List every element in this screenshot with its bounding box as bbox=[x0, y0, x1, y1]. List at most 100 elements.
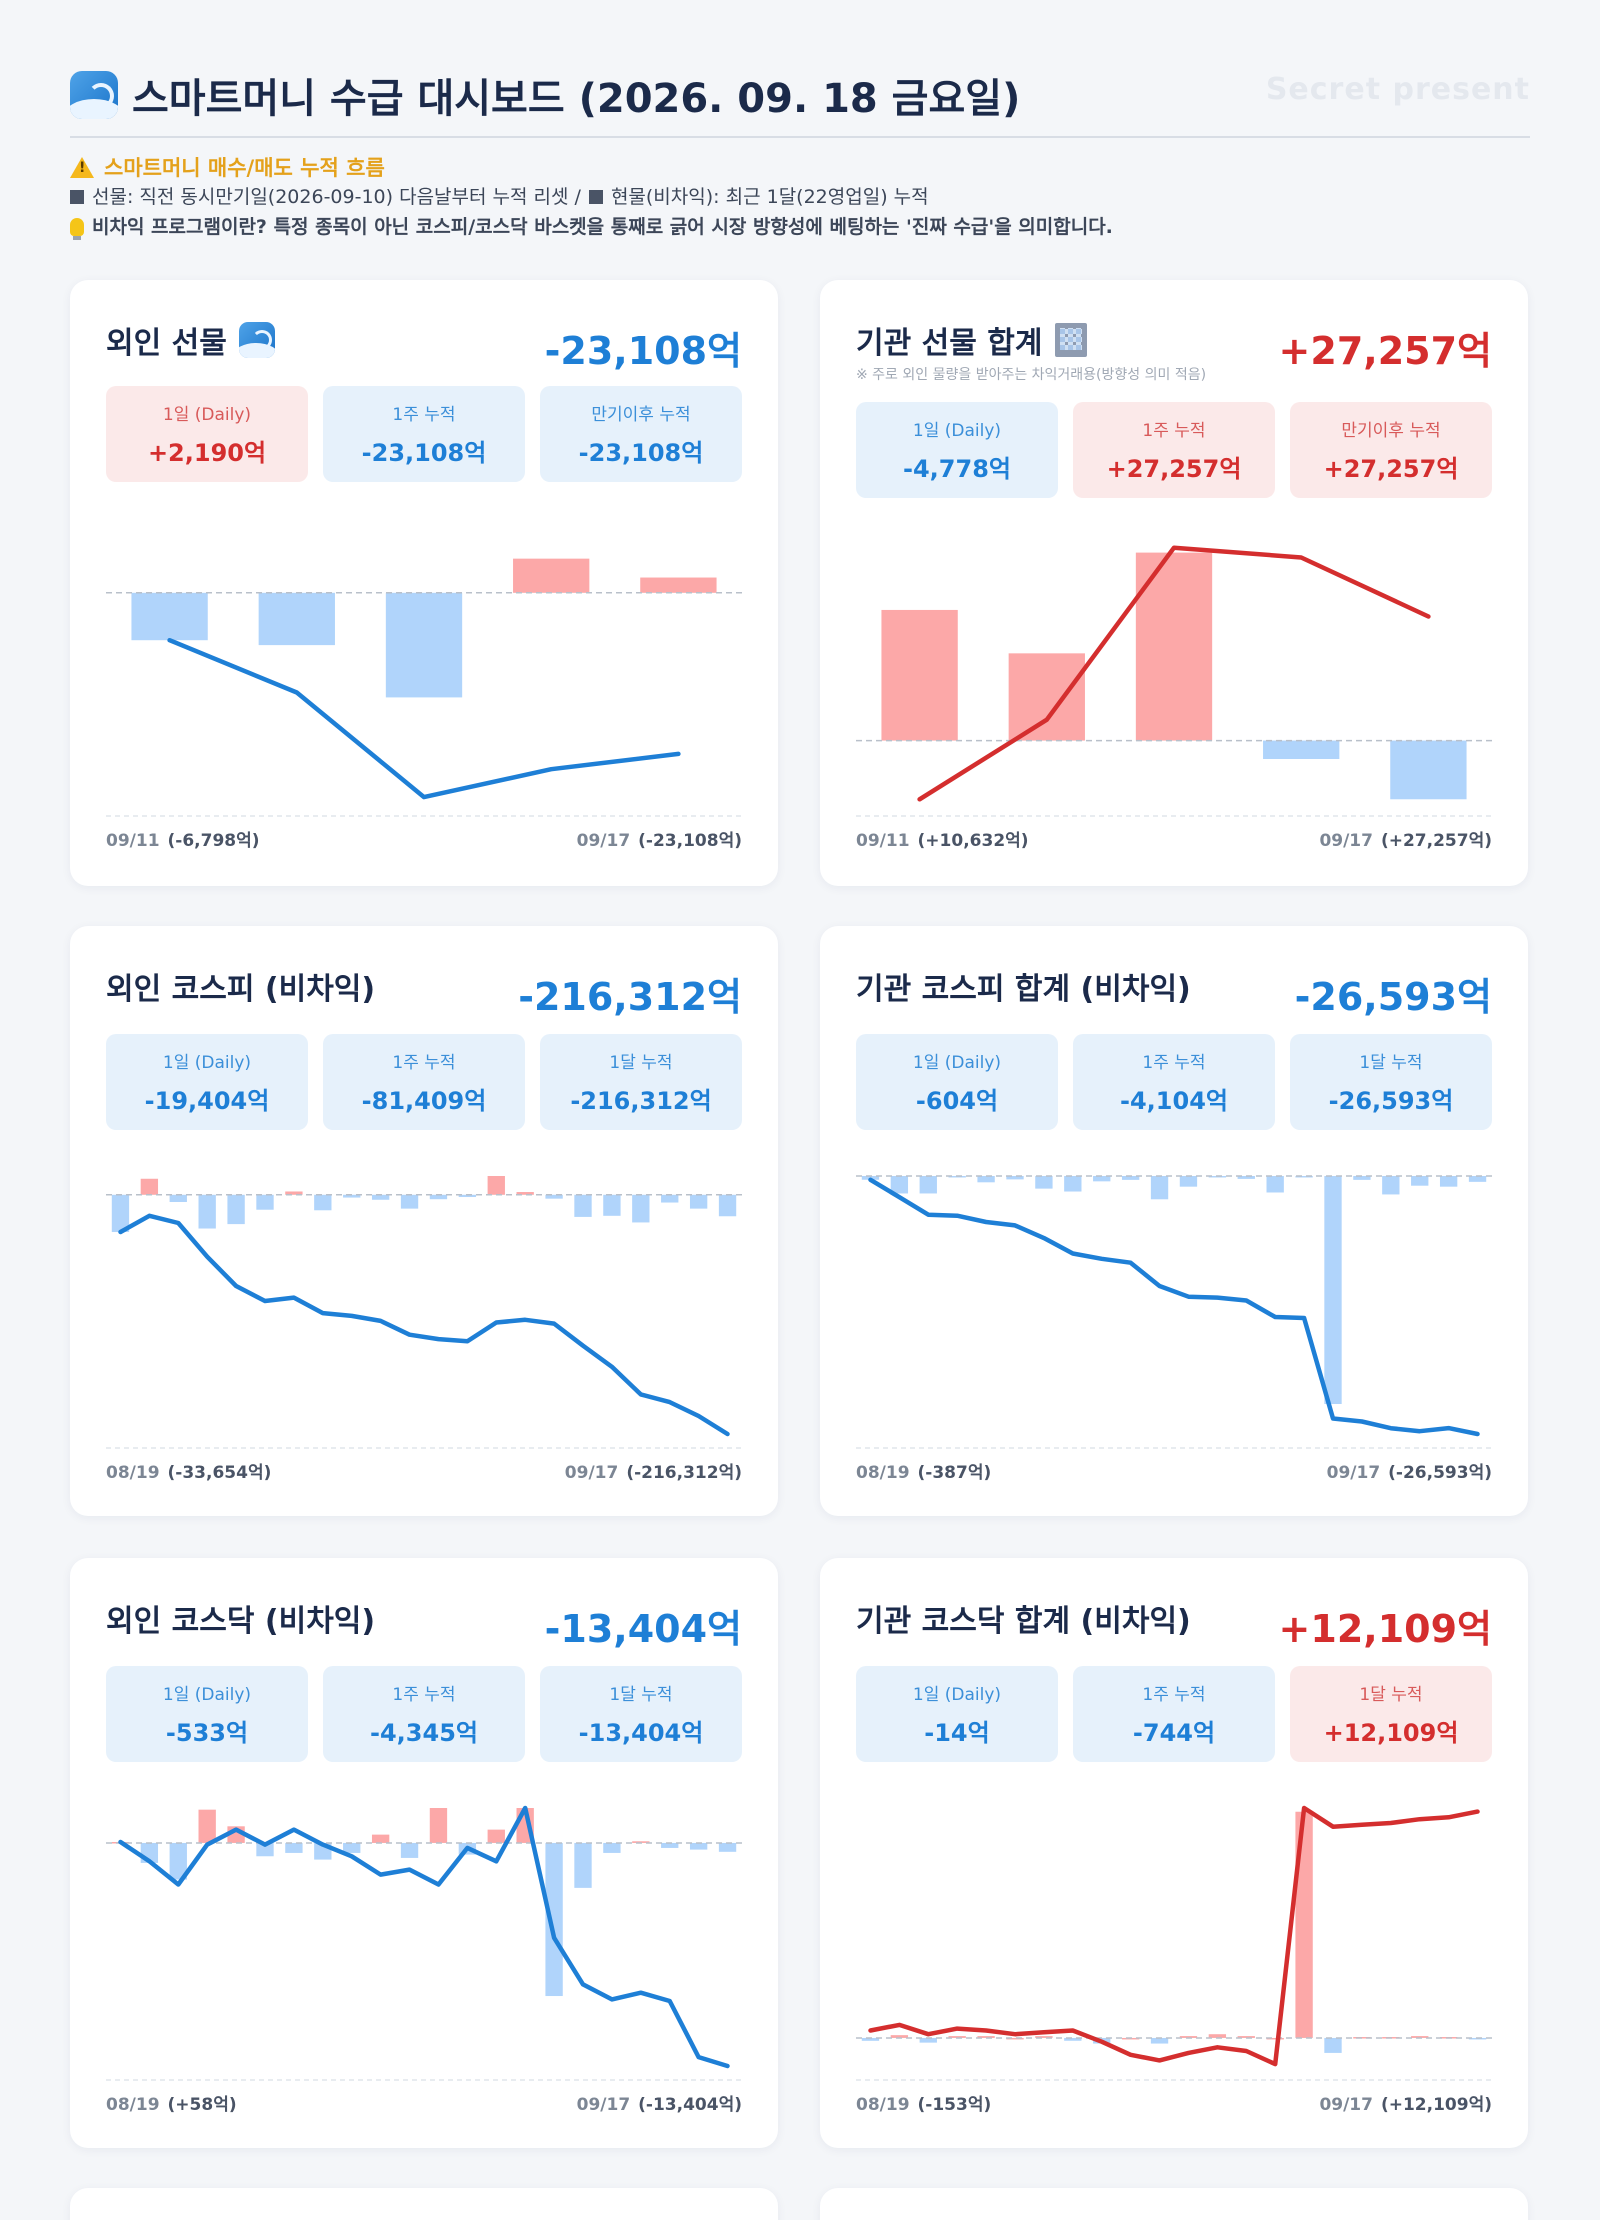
chart-footer: 09/11 (-6,798억) 09/17 (-23,108억) bbox=[106, 826, 742, 851]
chart-bar bbox=[1468, 1176, 1487, 1182]
chart-bar bbox=[513, 558, 590, 593]
card-institution-kosdaq: 기관 코스닥 합계 (비차익) +12,109억 1일 (Daily) -14억 … bbox=[820, 1558, 1528, 2148]
chart-bar bbox=[1411, 1176, 1429, 1186]
start-label: 08/19 (-153억) bbox=[856, 2090, 991, 2115]
chart-bar bbox=[1008, 653, 1085, 741]
stat-value: -216,312억 bbox=[570, 1087, 712, 1115]
stat-boxes: 1일 (Daily) -4,778억 1주 누적 +27,257억 만기이후 누적 +… bbox=[856, 402, 1492, 498]
flow-chart bbox=[106, 1160, 742, 1450]
flow-chart-svg bbox=[856, 545, 1492, 817]
chart-bar bbox=[1035, 2036, 1053, 2038]
stat-box-weekly: 1주 누적 -81,409억 bbox=[323, 1034, 525, 1130]
stat-label: 1달 누적 bbox=[1359, 1685, 1423, 1705]
stat-value: -4,345억 bbox=[370, 1719, 478, 1747]
chart-bar bbox=[861, 2037, 880, 2041]
end-date: 09/17 bbox=[1319, 2095, 1373, 2115]
start-value: (+58억) bbox=[167, 2095, 237, 2115]
card-next-right bbox=[820, 2188, 1528, 2220]
card-value: -216,312억 bbox=[518, 975, 742, 1019]
chart-bar bbox=[632, 1841, 650, 1843]
flow-chart-svg bbox=[856, 1805, 1492, 2081]
stat-box-daily: 1일 (Daily) -533억 bbox=[106, 1666, 308, 1762]
chart-bar bbox=[640, 577, 717, 593]
warning-text: 스마트머니 매수/매도 누적 흐름 bbox=[104, 156, 385, 180]
chart-footer: 08/19 (-387억) 09/17 (-26,593억) bbox=[856, 1458, 1492, 1483]
end-date: 09/17 bbox=[564, 1463, 619, 1483]
chart-bar bbox=[400, 1842, 419, 1858]
chart-bar bbox=[131, 592, 208, 641]
chart-bar bbox=[1237, 1176, 1255, 1179]
chart-bar bbox=[458, 1194, 477, 1198]
chart-bar bbox=[227, 1194, 245, 1225]
chart-bar bbox=[1295, 1811, 1313, 2038]
stat-box-weekly: 1주 누적 -4,345억 bbox=[323, 1666, 525, 1762]
card-title: 기관 코스피 합계 (비차익) bbox=[856, 964, 1191, 1008]
start-label: 09/11 (+10,632억) bbox=[856, 826, 1029, 851]
start-date: 08/19 bbox=[106, 1463, 160, 1483]
stat-box-weekly: 1주 누적 -4,104억 bbox=[1073, 1034, 1275, 1130]
flow-chart-svg bbox=[106, 558, 742, 817]
stat-box-monthly: 1달 누적 +12,109억 bbox=[1290, 1666, 1492, 1762]
chart-bar bbox=[1150, 2037, 1169, 2044]
chart-bar bbox=[1150, 1176, 1169, 1200]
end-label: 09/17 (-216,312억) bbox=[565, 1458, 742, 1483]
card-subtitle: ※ 주로 외인 물량을 받아주는 차익거래용(방향성 의미 적음) bbox=[856, 367, 1207, 383]
stat-label: 1주 누적 bbox=[392, 405, 456, 425]
stat-value: -23,108억 bbox=[361, 439, 487, 467]
water-wave-icon bbox=[70, 71, 118, 119]
stat-value: -604억 bbox=[915, 1087, 999, 1115]
stat-value: -81,409억 bbox=[361, 1087, 487, 1115]
chart-footer: 09/11 (+10,632억) 09/17 (+27,257억) bbox=[856, 826, 1492, 851]
stat-label: 만기이후 누적 bbox=[1341, 421, 1441, 441]
stat-box-daily: 1일 (Daily) -14억 bbox=[856, 1666, 1058, 1762]
chart-cumulative-line bbox=[868, 1805, 1480, 2067]
chart-bar bbox=[1006, 1176, 1024, 1180]
stat-value: -4,778억 bbox=[903, 455, 1011, 483]
chart-bar bbox=[314, 1194, 332, 1211]
stat-value: -533억 bbox=[165, 1719, 249, 1747]
chart-bar bbox=[1064, 2037, 1082, 2041]
flow-chart bbox=[106, 1792, 742, 2082]
chart-bar bbox=[1324, 2037, 1342, 2053]
card-value: -26,593억 bbox=[1294, 975, 1492, 1019]
chart-bar bbox=[429, 1808, 448, 1843]
stat-box-daily: 1일 (Daily) -604억 bbox=[856, 1034, 1058, 1130]
stat-boxes: 1일 (Daily) -19,404억 1주 누적 -81,409억 1달 누적 -2… bbox=[106, 1034, 742, 1130]
stat-value: +27,257억 bbox=[1106, 455, 1242, 483]
chart-footer: 08/19 (+58억) 09/17 (-13,404억) bbox=[106, 2090, 742, 2115]
stat-value: +27,257억 bbox=[1323, 455, 1459, 483]
stat-box-weekly: 1주 누적 +27,257억 bbox=[1073, 402, 1275, 498]
start-label: 08/19 (-387억) bbox=[856, 1458, 991, 1483]
flow-chart-svg bbox=[106, 1805, 742, 2081]
warning-icon bbox=[70, 156, 94, 178]
chart-bar bbox=[371, 1194, 390, 1200]
stat-label: 1달 누적 bbox=[609, 1685, 673, 1705]
stat-label: 1일 (Daily) bbox=[162, 405, 252, 425]
chart-bar bbox=[343, 1194, 361, 1198]
chart-bar bbox=[574, 1194, 592, 1217]
lightbulb-icon bbox=[70, 218, 84, 240]
card-title-text: 기관 코스닥 합계 (비차익) bbox=[856, 1604, 1191, 1639]
office-building-icon bbox=[1054, 323, 1087, 357]
start-value: (-153억) bbox=[917, 2095, 992, 2115]
stat-label: 1일 (Daily) bbox=[912, 421, 1002, 441]
chart-bar bbox=[1121, 2037, 1140, 2040]
stat-value: -26,593억 bbox=[1328, 1087, 1454, 1115]
end-label: 09/17 (-13,404억) bbox=[577, 2090, 742, 2115]
flow-chart-svg bbox=[106, 1176, 742, 1449]
end-label: 09/17 (-26,593억) bbox=[1327, 1458, 1492, 1483]
chart-bar bbox=[919, 2037, 937, 2043]
stat-boxes: 1일 (Daily) -533억 1주 누적 -4,345억 1달 누적 -13,40… bbox=[106, 1666, 742, 1762]
page-title: 스마트머니 수급 대시보드 (2026. 09. 18 금요일) bbox=[70, 66, 1020, 124]
chart-bar bbox=[890, 2035, 909, 2038]
chart-bar bbox=[400, 1194, 419, 1209]
start-value: (-33,654억) bbox=[167, 1463, 272, 1483]
flow-chart bbox=[106, 528, 742, 818]
chart-bar bbox=[1324, 1176, 1342, 1404]
end-date: 09/17 bbox=[1319, 831, 1373, 851]
stat-value: +12,109억 bbox=[1323, 1719, 1459, 1747]
stat-value: -19,404억 bbox=[144, 1087, 270, 1115]
card-foreign-kospi: 외인 코스피 (비차익) -216,312억 1일 (Daily) -19,404… bbox=[70, 926, 778, 1516]
chart-footer: 08/19 (-153억) 09/17 (+12,109억) bbox=[856, 2090, 1492, 2115]
chart-bar bbox=[258, 592, 335, 646]
